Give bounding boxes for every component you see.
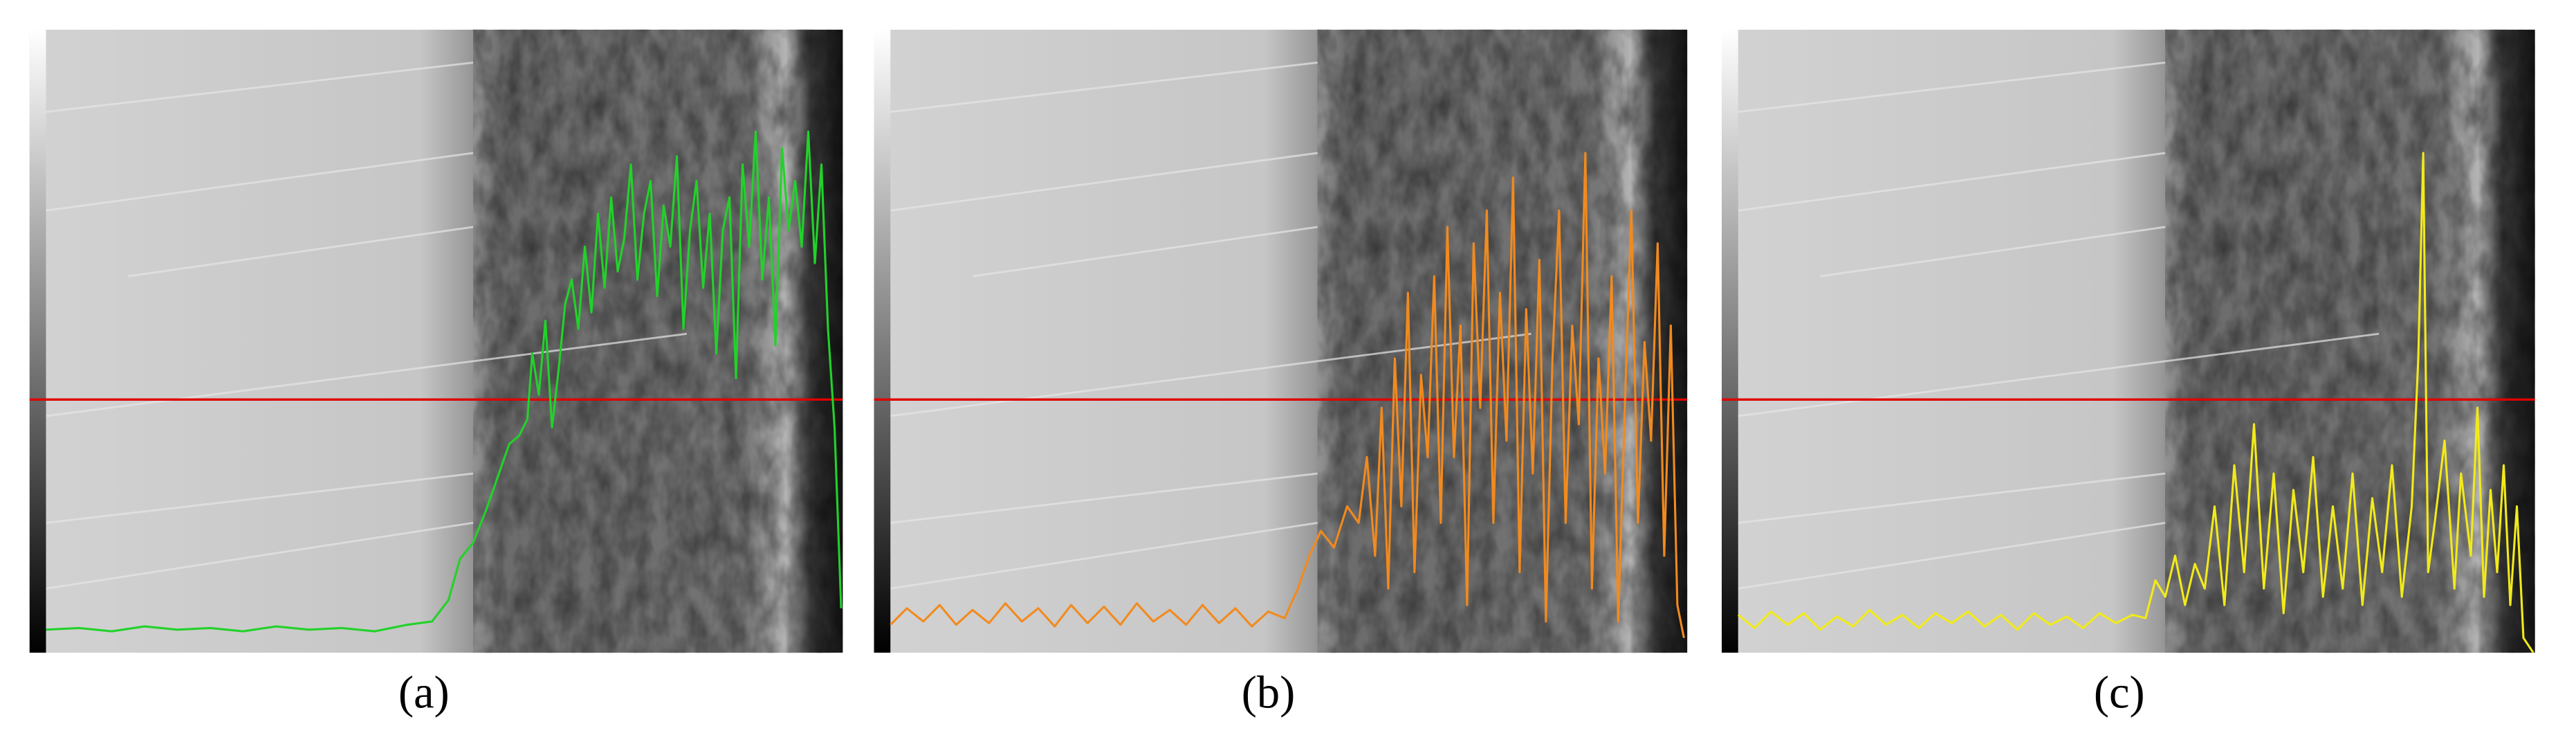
profile-line <box>1737 152 2534 653</box>
panel-label: (c) <box>2094 667 2145 718</box>
panel-c <box>1722 30 2535 653</box>
panel-label: (b) <box>1242 667 1296 718</box>
panel-a <box>30 30 843 653</box>
profile-line <box>46 130 843 633</box>
panel-label: (a) <box>398 667 450 718</box>
profile-line <box>890 152 1685 638</box>
panel-b <box>874 30 1688 653</box>
